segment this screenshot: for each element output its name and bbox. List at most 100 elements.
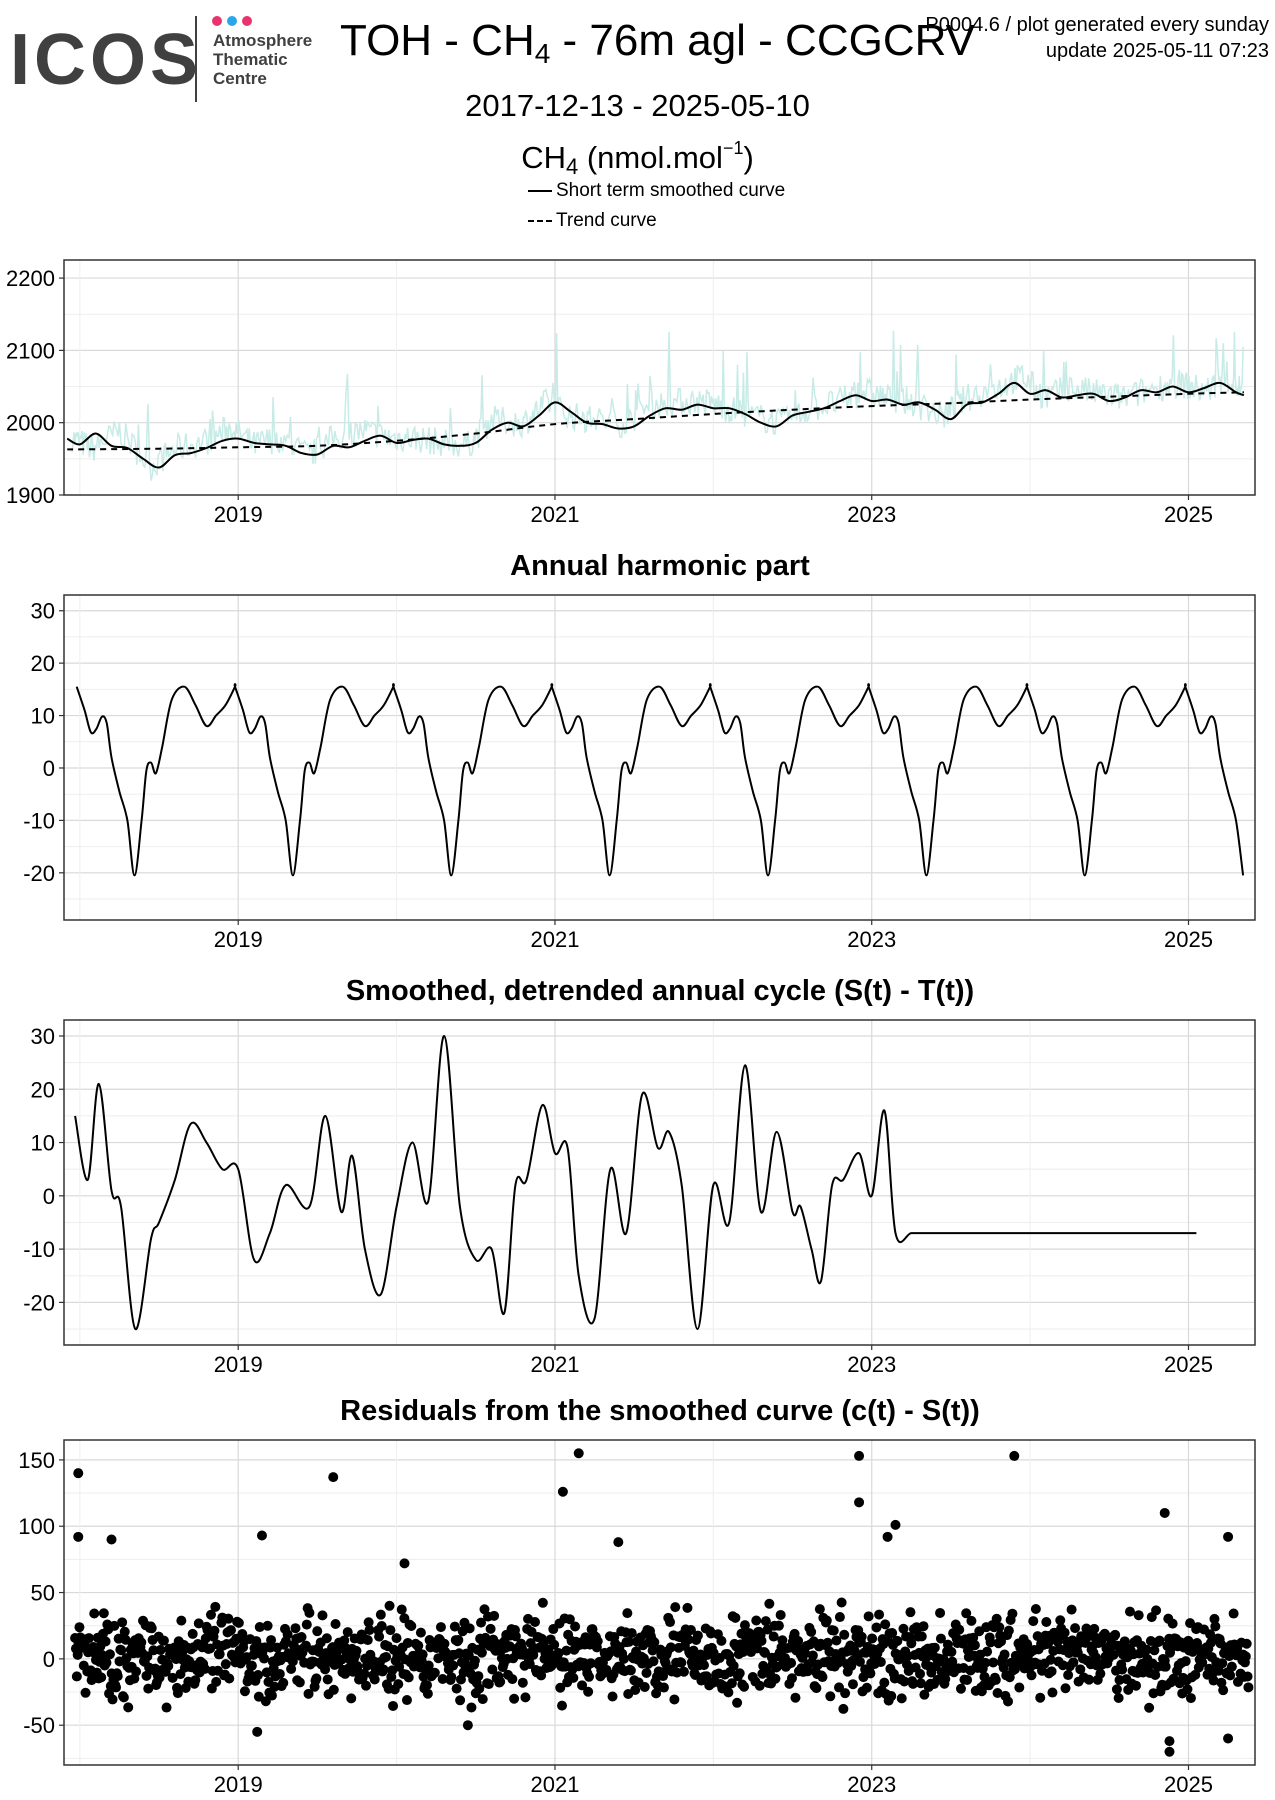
unit-suffix: ) (743, 140, 754, 175)
residual-point (510, 1631, 521, 1642)
y-tick-label: 20 (31, 1077, 55, 1102)
y-tick-label: 2200 (6, 266, 55, 291)
residual-point (647, 1645, 658, 1656)
residual-point (682, 1602, 693, 1613)
series-line (66, 381, 1245, 469)
residual-point (437, 1674, 448, 1685)
residual-point (1218, 1685, 1229, 1696)
residual-point (1070, 1623, 1081, 1634)
residual-point (839, 1629, 850, 1640)
residual-point (296, 1632, 307, 1643)
residual-point (1066, 1604, 1077, 1615)
residual-point (455, 1695, 466, 1706)
residual-point (985, 1637, 996, 1648)
residual-point (393, 1679, 404, 1690)
residual-point (1090, 1652, 1101, 1663)
residual-point (100, 1636, 111, 1647)
residual-point (1028, 1616, 1039, 1627)
residual-point (1117, 1664, 1128, 1675)
residual-point (111, 1682, 122, 1693)
residual-point (143, 1683, 154, 1694)
residual-point (1141, 1644, 1152, 1655)
residual-point (822, 1637, 833, 1648)
residual-point (80, 1687, 91, 1698)
residual-outlier-point (1223, 1531, 1234, 1542)
residual-point (899, 1676, 910, 1687)
residual-point (954, 1624, 965, 1635)
residual-outlier-point (73, 1468, 84, 1479)
y-tick-label: 20 (31, 651, 55, 676)
residual-point (97, 1649, 108, 1660)
y-tick-label: 1900 (6, 483, 55, 508)
logo-dot-blue (227, 16, 237, 26)
residual-point (374, 1631, 385, 1642)
residual-point (1068, 1657, 1079, 1668)
residual-outlier-point (854, 1497, 865, 1508)
residual-point (294, 1677, 305, 1688)
residual-point (935, 1607, 946, 1618)
residual-point (1210, 1621, 1221, 1632)
residual-point (793, 1635, 804, 1646)
residual-point (339, 1635, 350, 1646)
residual-point (112, 1671, 123, 1682)
residual-point (641, 1667, 652, 1678)
residual-point (880, 1619, 891, 1630)
residual-point (1209, 1613, 1220, 1624)
panel-title: Smoothed, detrended annual cycle (S(t) -… (346, 975, 974, 1007)
residual-point (537, 1597, 548, 1608)
meta-line-1: P0004.6 / plot generated every sunday (925, 14, 1269, 36)
x-tick-label: 2025 (1164, 927, 1213, 952)
residual-point (381, 1651, 392, 1662)
residual-point (990, 1674, 1001, 1685)
residual-point (734, 1668, 745, 1679)
residual-point (557, 1700, 568, 1711)
residual-point (141, 1670, 152, 1681)
residual-point (146, 1623, 157, 1634)
residual-point (278, 1677, 289, 1688)
residual-point (507, 1674, 518, 1685)
residual-point (1055, 1615, 1066, 1626)
residual-point (422, 1688, 433, 1699)
residual-point (1150, 1670, 1161, 1681)
residual-point (836, 1597, 847, 1608)
residual-point (732, 1697, 743, 1708)
residual-point (630, 1685, 641, 1696)
residual-point (1242, 1671, 1253, 1682)
residual-point (109, 1620, 120, 1631)
residual-point (301, 1619, 312, 1630)
residual-point (840, 1688, 851, 1699)
residual-point (678, 1666, 689, 1677)
residual-point (378, 1664, 389, 1675)
residual-point (1075, 1664, 1086, 1675)
residual-point (158, 1635, 169, 1646)
x-tick-label: 2023 (847, 1772, 896, 1797)
residual-outlier-point (1159, 1507, 1170, 1518)
residual-point (1119, 1636, 1130, 1647)
residual-point (193, 1618, 204, 1629)
residual-point (107, 1694, 118, 1705)
residual-point (1041, 1616, 1052, 1627)
residual-point (814, 1604, 825, 1615)
residual-point (200, 1633, 211, 1644)
page-title: TOH - CH4 - 76m agl - CCGCRV (340, 16, 975, 70)
residual-point (259, 1653, 270, 1664)
residual-point (476, 1647, 487, 1658)
residual-point (847, 1679, 858, 1690)
residual-point (607, 1691, 618, 1702)
logo-subtitle-3: Centre (213, 69, 267, 88)
panel-title: Annual harmonic part (510, 550, 810, 582)
plot-background (64, 595, 1255, 920)
residual-point (553, 1647, 564, 1658)
residual-point (940, 1674, 951, 1685)
residual-point (875, 1657, 886, 1668)
residual-point (1045, 1654, 1056, 1665)
residual-point (919, 1689, 930, 1700)
chart-panel-concentration: 1900 2000 2100 2200 2019 2021 2023 2025 (6, 259, 1256, 527)
y-tick-label: 100 (18, 1514, 55, 1539)
residual-point (669, 1694, 680, 1705)
residual-point (982, 1646, 993, 1657)
residual-point (199, 1663, 210, 1674)
legend-key-dashed (528, 220, 552, 222)
residual-point (322, 1674, 333, 1685)
residual-point (828, 1625, 839, 1636)
